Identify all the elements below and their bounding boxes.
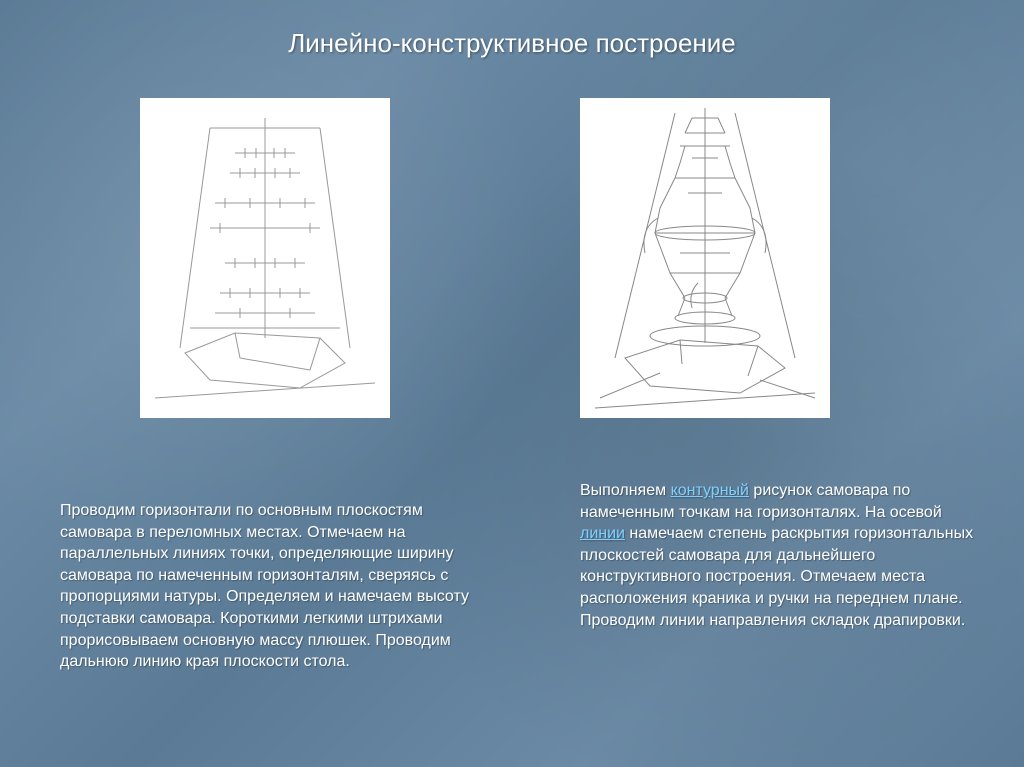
- slide-title: Линейно-конструктивное построение: [0, 28, 1024, 59]
- sketch-left: [140, 98, 390, 418]
- sketch-right: [580, 98, 830, 418]
- right-text-3: намечаем степень раскрытия горизонтальны…: [580, 525, 973, 628]
- right-paragraph: Выполняем контурный рисунок самовара по …: [580, 480, 980, 631]
- left-paragraph: Проводим горизонтали по основным плоскос…: [60, 500, 480, 673]
- link-contour[interactable]: контурный: [671, 482, 749, 499]
- right-text-1: Выполняем: [580, 482, 671, 499]
- link-line[interactable]: линии: [580, 525, 625, 542]
